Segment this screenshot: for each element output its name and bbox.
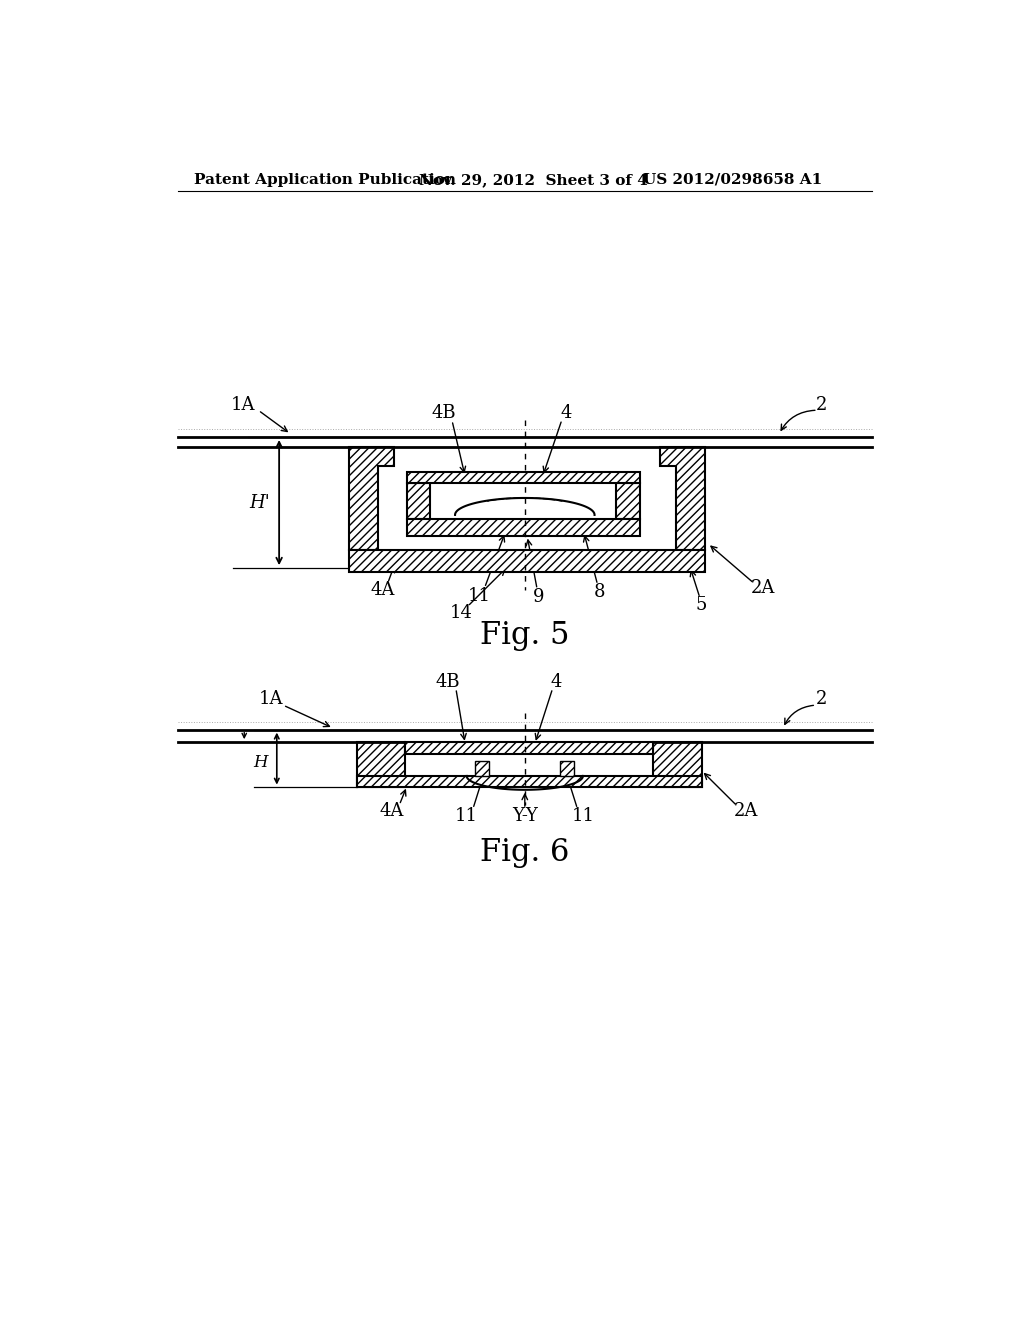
Text: 9: 9	[534, 589, 545, 606]
Text: 1A: 1A	[230, 396, 255, 413]
Text: H': H'	[249, 494, 270, 512]
Bar	[407, 471, 640, 483]
Bar	[653, 742, 701, 788]
Bar	[404, 754, 653, 776]
Text: 4B: 4B	[432, 404, 457, 421]
Text: Fig. 6: Fig. 6	[480, 837, 569, 869]
Bar	[616, 483, 640, 519]
Text: 4A: 4A	[370, 581, 394, 598]
Text: 2: 2	[816, 396, 827, 413]
Bar	[407, 519, 640, 536]
Bar	[430, 483, 616, 519]
Text: H: H	[253, 754, 267, 771]
Text: 2A: 2A	[734, 803, 759, 820]
Text: 4: 4	[560, 404, 571, 421]
Text: 5: 5	[696, 597, 708, 614]
Text: Nov. 29, 2012  Sheet 3 of 4: Nov. 29, 2012 Sheet 3 of 4	[419, 173, 647, 187]
Polygon shape	[349, 447, 394, 550]
Text: 8: 8	[594, 583, 605, 601]
Bar	[378, 466, 676, 550]
Text: Fig. 5: Fig. 5	[480, 620, 569, 651]
Text: 11: 11	[456, 807, 478, 825]
Text: 14: 14	[450, 603, 473, 622]
Bar	[407, 483, 430, 519]
Text: 4A: 4A	[379, 803, 403, 820]
Bar	[404, 742, 653, 754]
Text: Y-Y: Y-Y	[512, 807, 538, 825]
Bar	[356, 776, 701, 788]
Text: 1A: 1A	[259, 690, 284, 708]
Bar	[560, 760, 574, 776]
Text: 11: 11	[572, 807, 595, 825]
Bar	[356, 742, 404, 788]
Text: 4: 4	[550, 673, 561, 690]
Bar	[475, 760, 489, 776]
Bar	[349, 550, 706, 572]
Text: US 2012/0298658 A1: US 2012/0298658 A1	[643, 173, 822, 187]
Polygon shape	[660, 447, 706, 550]
Text: 4B: 4B	[436, 673, 461, 690]
Text: 2: 2	[816, 690, 827, 708]
Text: Patent Application Publication: Patent Application Publication	[194, 173, 456, 187]
Text: 11: 11	[468, 587, 490, 605]
Text: 2A: 2A	[752, 579, 776, 597]
